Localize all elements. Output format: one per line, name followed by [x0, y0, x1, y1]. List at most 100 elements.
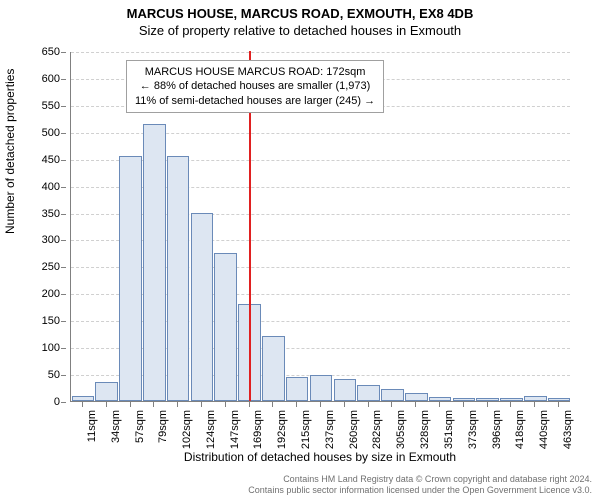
x-tick	[534, 402, 535, 407]
x-tick	[130, 402, 131, 407]
gridline	[71, 52, 570, 54]
x-tick	[82, 402, 83, 407]
histogram-chart: MARCUS HOUSE MARCUS ROAD: 172sqm ← 88% o…	[70, 52, 570, 402]
histogram-bar	[286, 377, 309, 401]
x-tick-label: 57sqm	[134, 410, 146, 443]
y-tick	[61, 348, 66, 349]
y-tick	[61, 160, 66, 161]
x-tick	[320, 402, 321, 407]
histogram-bar	[238, 304, 261, 401]
y-tick-label: 650	[42, 46, 60, 58]
x-tick	[558, 402, 559, 407]
y-tick-label: 100	[42, 342, 60, 354]
histogram-bar	[381, 389, 404, 401]
y-tick-label: 300	[42, 234, 60, 246]
y-tick	[61, 267, 66, 268]
histogram-bar	[214, 253, 237, 401]
x-tick	[415, 402, 416, 407]
x-tick	[225, 402, 226, 407]
x-tick	[463, 402, 464, 407]
x-tick-label: 282sqm	[372, 410, 384, 449]
x-tick-label: 34sqm	[110, 410, 122, 443]
y-tick	[61, 187, 66, 188]
y-tick	[61, 402, 66, 403]
y-tick	[61, 79, 66, 80]
x-tick	[510, 402, 511, 407]
x-tick-label: 440sqm	[538, 410, 550, 449]
x-tick-label: 169sqm	[253, 410, 265, 449]
histogram-bar	[191, 213, 214, 401]
histogram-bar	[429, 397, 452, 401]
x-tick-label: 463sqm	[562, 410, 574, 449]
x-tick	[344, 402, 345, 407]
footer-line-2: Contains public sector information licen…	[248, 485, 592, 496]
y-tick-label: 200	[42, 288, 60, 300]
x-tick	[439, 402, 440, 407]
histogram-bar	[524, 396, 547, 401]
x-tick	[368, 402, 369, 407]
page-title: MARCUS HOUSE, MARCUS ROAD, EXMOUTH, EX8 …	[0, 0, 600, 21]
histogram-bar	[500, 398, 523, 401]
x-tick-label: 11sqm	[86, 410, 98, 442]
x-tick	[201, 402, 202, 407]
histogram-bar	[405, 393, 428, 401]
x-tick	[272, 402, 273, 407]
x-tick-label: 396sqm	[491, 410, 503, 449]
histogram-bar	[167, 156, 190, 401]
x-tick-label: 215sqm	[300, 410, 312, 449]
y-tick-label: 600	[42, 73, 60, 85]
histogram-bar	[357, 385, 380, 401]
histogram-bar	[119, 156, 142, 401]
y-tick-label: 0	[54, 396, 60, 408]
x-tick-label: 124sqm	[205, 410, 217, 449]
histogram-bar	[262, 336, 285, 401]
y-tick	[61, 321, 66, 322]
y-tick	[61, 214, 66, 215]
y-tick-label: 400	[42, 181, 60, 193]
info-line-2: ← 88% of detached houses are smaller (1,…	[135, 79, 375, 93]
histogram-bar	[310, 375, 333, 401]
footer-line-1: Contains HM Land Registry data © Crown c…	[248, 474, 592, 485]
x-tick-label: 79sqm	[157, 410, 169, 443]
histogram-bar	[334, 379, 357, 401]
y-tick-label: 550	[42, 100, 60, 112]
y-tick	[61, 375, 66, 376]
x-tick	[391, 402, 392, 407]
x-tick-label: 305sqm	[395, 410, 407, 449]
histogram-bar	[95, 382, 118, 401]
x-tick-label: 102sqm	[181, 410, 193, 449]
y-tick	[61, 133, 66, 134]
x-tick-label: 237sqm	[324, 410, 336, 449]
x-tick-label: 328sqm	[419, 410, 431, 449]
y-tick	[61, 240, 66, 241]
y-tick	[61, 52, 66, 53]
x-tick-label: 418sqm	[514, 410, 526, 449]
x-tick-label: 260sqm	[348, 410, 360, 449]
x-tick	[153, 402, 154, 407]
info-box: MARCUS HOUSE MARCUS ROAD: 172sqm ← 88% o…	[126, 60, 384, 113]
histogram-bar	[72, 396, 95, 401]
x-tick-label: 192sqm	[276, 410, 288, 449]
y-tick-label: 150	[42, 315, 60, 327]
x-axis-title: Distribution of detached houses by size …	[70, 450, 570, 464]
histogram-bar	[453, 398, 476, 401]
histogram-bar	[476, 398, 499, 401]
y-tick-label: 350	[42, 208, 60, 220]
x-tick-label: 147sqm	[229, 410, 241, 449]
info-line-3: 11% of semi-detached houses are larger (…	[135, 94, 375, 108]
histogram-bar	[548, 398, 571, 401]
y-tick-label: 250	[42, 261, 60, 273]
y-tick-label: 500	[42, 127, 60, 139]
x-tick	[249, 402, 250, 407]
y-axis: 050100150200250300350400450500550600650	[0, 52, 66, 402]
x-tick	[106, 402, 107, 407]
x-tick-label: 373sqm	[467, 410, 479, 449]
y-tick-label: 50	[48, 369, 60, 381]
histogram-bar	[143, 124, 166, 401]
x-tick	[296, 402, 297, 407]
info-line-1: MARCUS HOUSE MARCUS ROAD: 172sqm	[135, 65, 375, 79]
y-tick	[61, 106, 66, 107]
x-tick-label: 351sqm	[443, 410, 455, 449]
y-tick-label: 450	[42, 154, 60, 166]
x-tick	[177, 402, 178, 407]
